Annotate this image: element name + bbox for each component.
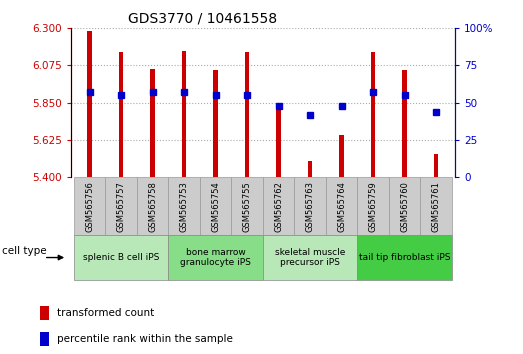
Text: GSM565764: GSM565764: [337, 181, 346, 232]
Bar: [434, 154, 438, 177]
Text: GSM565762: GSM565762: [274, 181, 283, 232]
Text: splenic B cell iPS: splenic B cell iPS: [83, 253, 159, 262]
Text: GSM565759: GSM565759: [369, 181, 378, 232]
Text: skeletal muscle
precursor iPS: skeletal muscle precursor iPS: [275, 248, 345, 267]
Bar: [294, 177, 326, 235]
Bar: [200, 177, 231, 235]
Text: GSM565753: GSM565753: [179, 181, 188, 232]
Bar: [402, 70, 407, 177]
Bar: [74, 235, 168, 280]
Bar: [245, 52, 249, 177]
Text: GSM565758: GSM565758: [148, 181, 157, 232]
Text: tail tip fibroblast iPS: tail tip fibroblast iPS: [359, 253, 450, 262]
Text: cell type: cell type: [3, 246, 47, 256]
Text: GDS3770 / 10461558: GDS3770 / 10461558: [128, 12, 277, 26]
Text: GSM565761: GSM565761: [431, 181, 440, 232]
Text: GSM565754: GSM565754: [211, 181, 220, 232]
Bar: [87, 31, 92, 177]
Bar: [40, 306, 49, 320]
Bar: [181, 51, 186, 177]
Text: GSM565755: GSM565755: [243, 181, 252, 232]
Bar: [150, 69, 155, 177]
Text: GSM565763: GSM565763: [305, 181, 314, 232]
Bar: [276, 108, 281, 177]
Bar: [105, 177, 137, 235]
Bar: [213, 70, 218, 177]
Text: percentile rank within the sample: percentile rank within the sample: [57, 333, 233, 344]
Bar: [168, 177, 200, 235]
Bar: [308, 161, 312, 177]
Bar: [168, 235, 263, 280]
Bar: [119, 52, 123, 177]
Text: GSM565756: GSM565756: [85, 181, 94, 232]
Bar: [263, 235, 357, 280]
Text: GSM565757: GSM565757: [117, 181, 126, 232]
Bar: [231, 177, 263, 235]
Text: transformed count: transformed count: [57, 308, 154, 318]
Bar: [357, 177, 389, 235]
Bar: [74, 177, 105, 235]
Text: bone marrow
granulocyte iPS: bone marrow granulocyte iPS: [180, 248, 251, 267]
Bar: [339, 135, 344, 177]
Bar: [371, 52, 376, 177]
Bar: [40, 332, 49, 346]
Bar: [420, 177, 452, 235]
Bar: [326, 177, 357, 235]
Bar: [357, 235, 452, 280]
Bar: [389, 177, 420, 235]
Bar: [137, 177, 168, 235]
Bar: [263, 177, 294, 235]
Text: GSM565760: GSM565760: [400, 181, 409, 232]
